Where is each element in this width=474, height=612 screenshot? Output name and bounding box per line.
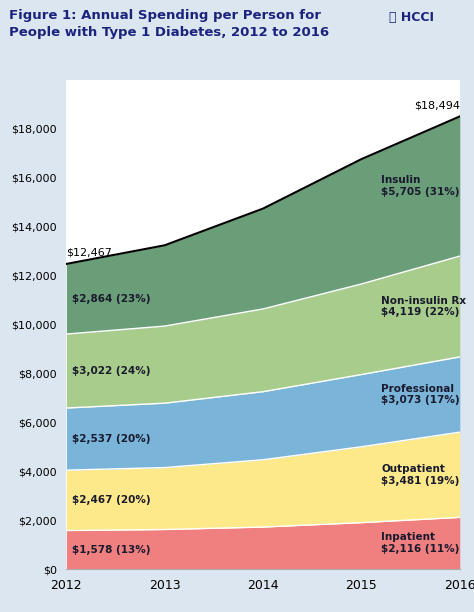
Text: Ⓢ HCCI: Ⓢ HCCI: [389, 11, 434, 24]
Text: Inpatient
$2,116 (11%): Inpatient $2,116 (11%): [381, 532, 459, 554]
Text: $2,537 (20%): $2,537 (20%): [72, 434, 151, 444]
Text: Insulin
$5,705 (31%): Insulin $5,705 (31%): [381, 176, 460, 197]
Text: People with Type 1 Diabetes, 2012 to 2016: People with Type 1 Diabetes, 2012 to 201…: [9, 26, 329, 39]
Text: $12,467: $12,467: [66, 248, 112, 258]
Text: $18,494: $18,494: [414, 100, 460, 110]
Text: Outpatient
$3,481 (19%): Outpatient $3,481 (19%): [381, 464, 459, 485]
Text: $1,578 (13%): $1,578 (13%): [72, 545, 151, 555]
Text: Professional
$3,073 (17%): Professional $3,073 (17%): [381, 384, 460, 405]
Text: $3,022 (24%): $3,022 (24%): [72, 366, 151, 376]
Text: $2,864 (23%): $2,864 (23%): [72, 294, 151, 304]
Text: $2,467 (20%): $2,467 (20%): [72, 495, 151, 506]
Text: Figure 1: Annual Spending per Person for: Figure 1: Annual Spending per Person for: [9, 9, 321, 22]
Text: Non-insulin Rx
$4,119 (22%): Non-insulin Rx $4,119 (22%): [381, 296, 466, 317]
